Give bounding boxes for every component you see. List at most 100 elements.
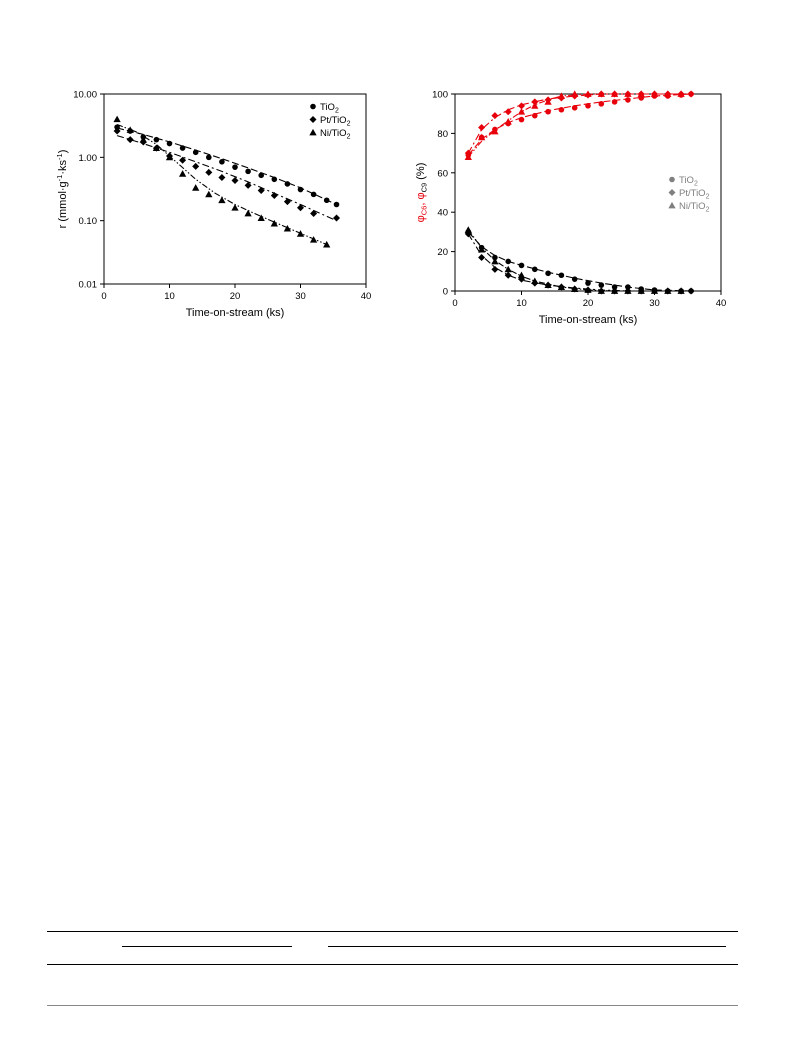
data-point <box>310 209 318 217</box>
data-point <box>231 177 239 185</box>
fit-line <box>467 233 692 292</box>
data-point <box>464 153 472 160</box>
data-point <box>244 209 252 217</box>
data-point <box>283 224 292 232</box>
y-tick-label: 1.00 <box>79 153 98 164</box>
data-point <box>297 186 304 193</box>
data-point <box>218 174 226 182</box>
data-point <box>153 136 160 143</box>
data-point <box>219 159 225 165</box>
data-point <box>126 136 134 144</box>
data-point <box>505 258 511 265</box>
data-point <box>491 265 499 273</box>
data-point <box>333 214 341 222</box>
data-point <box>545 270 551 277</box>
y-axis-label-part: , φ <box>415 192 427 205</box>
data-point <box>598 282 605 288</box>
data-point <box>650 287 659 294</box>
x-tick-label: 20 <box>230 291 241 302</box>
legend-label: TiO2 <box>679 175 698 188</box>
data-point <box>518 116 525 123</box>
y-tick-label: 0.10 <box>79 216 98 227</box>
data-point <box>558 272 565 279</box>
data-point <box>687 90 695 98</box>
data-point <box>245 168 251 175</box>
selectivity-chart: 0 10 20 30 40 0 20 40 60 80 100 Time-on-stream (ks)… <box>415 90 726 327</box>
data-point <box>625 97 631 103</box>
x-axis-label: Time-on-stream (ks) <box>539 314 638 326</box>
data-point <box>531 102 539 109</box>
data-point <box>491 127 499 135</box>
data-point <box>477 245 486 253</box>
data-point <box>478 123 486 131</box>
data-point <box>677 287 685 294</box>
y-axis-label-phi-c6: φ <box>415 215 427 222</box>
data-point <box>206 154 212 161</box>
table-header-rule <box>47 964 738 965</box>
y-axis-label-part: g <box>57 181 69 187</box>
y-axis-label-superscript: -1 <box>55 153 64 160</box>
legend-label-subscript: 2 <box>694 181 698 188</box>
data-point <box>323 197 330 204</box>
data-point <box>532 112 538 119</box>
data-point <box>258 172 265 179</box>
legend-label-subscript: 2 <box>706 207 710 214</box>
table-group-rule-left <box>122 946 292 947</box>
data-point <box>205 190 213 198</box>
legend-label-part: Ni/TiO <box>679 201 706 212</box>
data-point <box>504 108 512 116</box>
data-point <box>598 101 605 107</box>
data-point <box>585 103 591 109</box>
legend-label-subscript: 2 <box>347 121 351 128</box>
fit-line <box>467 93 692 154</box>
legend-marker <box>668 201 676 209</box>
data-point <box>557 92 566 99</box>
legend-label-part: TiO <box>320 102 335 113</box>
data-point <box>544 281 552 289</box>
y-axis-label-subscript: C6 <box>420 206 429 216</box>
data-point <box>192 184 200 191</box>
y-axis-label-superscript: -1 <box>55 175 64 182</box>
data-point <box>584 286 592 293</box>
data-point <box>283 198 291 206</box>
y-tick-label: 20 <box>437 247 448 258</box>
data-point <box>113 127 121 135</box>
y-axis-label-subscript: C9 <box>420 183 429 193</box>
data-point <box>491 112 499 120</box>
data-point <box>625 284 631 290</box>
legend-label-part: Pt/TiO <box>320 115 347 126</box>
y-tick-label: 0 <box>443 287 448 298</box>
x-tick-label: 10 <box>164 291 175 302</box>
data-point <box>504 117 512 125</box>
fit-line <box>116 123 327 246</box>
data-point <box>597 287 605 294</box>
legend-label: Pt/TiO2 <box>679 188 710 201</box>
data-point <box>491 257 499 265</box>
data-point <box>126 126 134 133</box>
data-point <box>557 283 566 290</box>
data-point <box>585 280 591 286</box>
data-point <box>139 136 147 143</box>
data-point <box>531 277 539 285</box>
y-tick-label: 40 <box>437 208 448 219</box>
legend-label: Ni/TiO2 <box>679 201 710 214</box>
data-point <box>571 104 578 111</box>
data-point <box>205 168 213 176</box>
data-point <box>244 181 252 189</box>
fit-line <box>116 135 337 222</box>
x-tick-label: 0 <box>452 298 457 309</box>
x-axis-label: Time-on-stream (ks) <box>186 307 285 319</box>
data-point <box>637 287 645 294</box>
x-tick-label: 0 <box>101 291 106 302</box>
legend-label-part: Pt/TiO <box>679 188 706 199</box>
data-point <box>232 164 238 170</box>
data-point <box>677 90 685 97</box>
data-point <box>624 287 632 294</box>
data-point <box>504 271 512 279</box>
table-bottom-rule <box>47 1005 738 1006</box>
data-point <box>610 90 619 97</box>
y-tick-label: 0.01 <box>79 280 98 291</box>
data-point <box>664 90 672 97</box>
data-point <box>517 271 526 279</box>
legend-label: TiO2 <box>320 102 339 115</box>
